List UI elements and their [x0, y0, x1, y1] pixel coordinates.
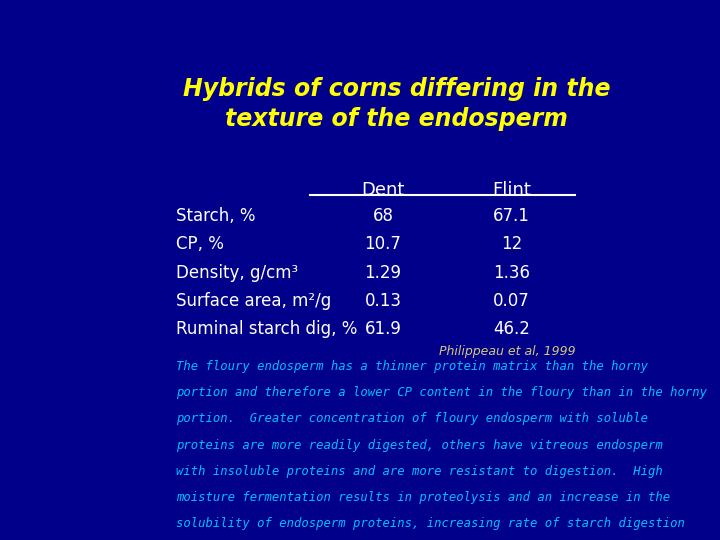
Text: moisture fermentation results in proteolysis and an increase in the: moisture fermentation results in proteol… [176, 491, 670, 504]
Text: 1.29: 1.29 [364, 264, 402, 281]
Text: portion and therefore a lower CP content in the floury than in the horny: portion and therefore a lower CP content… [176, 386, 708, 399]
Text: Ruminal starch dig, %: Ruminal starch dig, % [176, 320, 358, 338]
Text: The floury endosperm has a thinner protein matrix than the horny: The floury endosperm has a thinner prote… [176, 360, 649, 373]
Text: Flint: Flint [492, 181, 531, 199]
Text: Philippeau et al, 1999: Philippeau et al, 1999 [438, 346, 575, 359]
Text: 0.13: 0.13 [364, 292, 402, 310]
Text: 10.7: 10.7 [364, 235, 401, 253]
Text: 46.2: 46.2 [493, 320, 530, 338]
Text: Hybrids of corns differing in the
texture of the endosperm: Hybrids of corns differing in the textur… [183, 77, 611, 131]
Text: with insoluble proteins and are more resistant to digestion.  High: with insoluble proteins and are more res… [176, 465, 663, 478]
Text: portion.  Greater concentration of floury endosperm with soluble: portion. Greater concentration of floury… [176, 413, 649, 426]
Text: Surface area, m²/g: Surface area, m²/g [176, 292, 332, 310]
Text: 61.9: 61.9 [364, 320, 401, 338]
Text: Starch, %: Starch, % [176, 207, 256, 225]
Text: proteins are more readily digested, others have vitreous endosperm: proteins are more readily digested, othe… [176, 438, 663, 451]
Text: 12: 12 [500, 235, 522, 253]
Text: Density, g/cm³: Density, g/cm³ [176, 264, 299, 281]
Text: CP, %: CP, % [176, 235, 225, 253]
Text: solubility of endosperm proteins, increasing rate of starch digestion: solubility of endosperm proteins, increa… [176, 517, 685, 530]
Text: 0.07: 0.07 [493, 292, 530, 310]
Text: Dent: Dent [361, 181, 405, 199]
Text: 68: 68 [372, 207, 393, 225]
Text: 1.36: 1.36 [492, 264, 530, 281]
Text: 67.1: 67.1 [493, 207, 530, 225]
